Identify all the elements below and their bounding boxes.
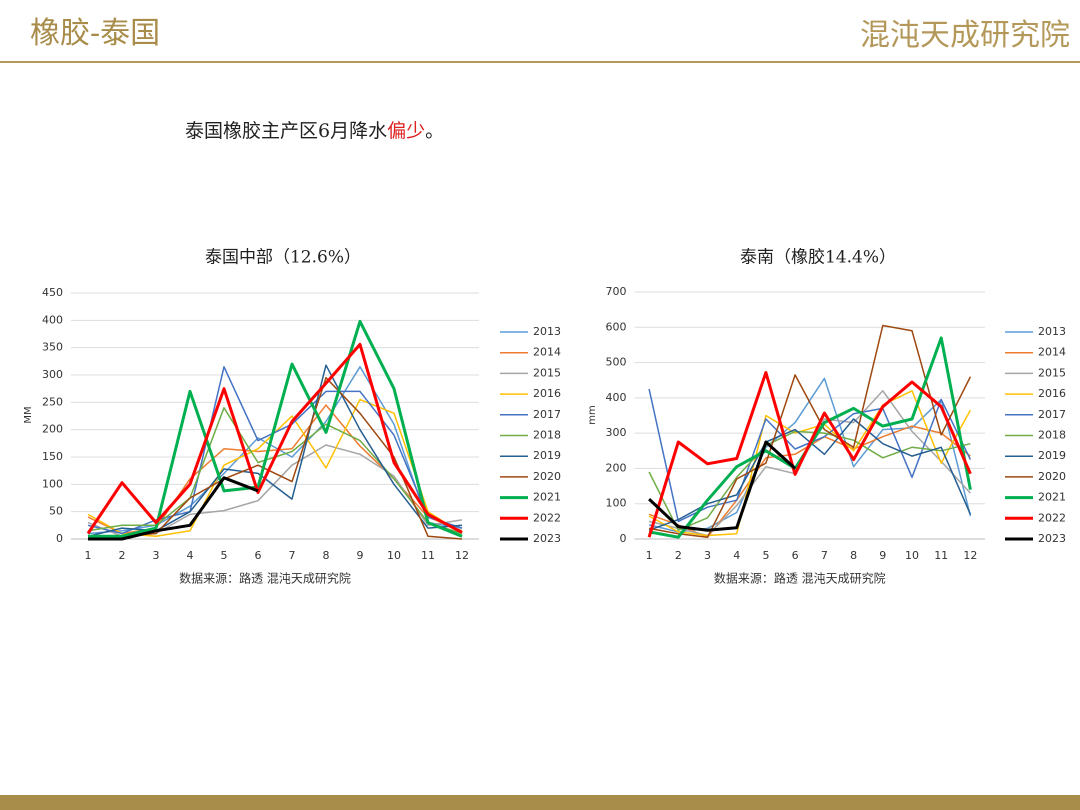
y-tick-label: 100 [606,497,627,510]
legend-label: 2013 [533,325,561,338]
source-note: 数据来源：路透 混沌天成研究院 [179,571,351,586]
y-tick-label: 500 [606,356,627,369]
legend-label: 2020 [533,470,561,483]
legend-label: 2017 [533,408,561,421]
chart-title: 泰南（橡胶14.4%） [740,248,896,268]
x-tick-label: 2 [675,549,682,562]
x-tick-label: 1 [646,549,653,562]
legend-label: 2022 [1038,511,1066,524]
legend-label: 2014 [533,346,561,359]
x-tick-label: 4 [733,549,740,562]
legend-label: 2019 [1038,449,1066,462]
x-tick-label: 8 [850,549,857,562]
x-tick-label: 10 [905,549,919,562]
legend-label: 2017 [1038,408,1066,421]
logo: 混沌天成研究院 [860,18,1070,53]
chart-title: 泰国中部（12.6%） [205,248,361,268]
x-tick-label: 10 [387,549,401,562]
series-line [87,366,463,535]
x-tick-label: 6 [792,549,799,562]
x-tick-label: 4 [187,549,194,562]
legend-label: 2023 [1038,532,1066,545]
y-tick-label: 700 [606,285,627,298]
x-tick-label: 12 [455,549,469,562]
x-tick-label: 12 [963,549,977,562]
series-line [88,319,463,538]
legend-label: 2020 [1038,470,1066,483]
y-tick-label: 350 [42,341,63,354]
x-tick-label: 8 [323,549,330,562]
series-line [648,430,971,531]
legend-label: 2021 [1038,491,1066,504]
y-tick-label: 400 [42,313,63,326]
x-tick-label: 3 [153,549,160,562]
legend-label: 2022 [533,511,561,524]
x-tick-label: 2 [119,549,126,562]
y-tick-label: 50 [49,505,63,518]
x-tick-label: 5 [221,549,228,562]
legend-label: 2021 [533,491,561,504]
y-tick-label: 400 [606,391,627,404]
y-tick-label: 0 [56,532,63,545]
y-tick-label: 200 [606,461,627,474]
x-tick-label: 11 [421,549,435,562]
x-tick-label: 7 [289,549,296,562]
series-line [88,476,259,541]
y-axis-label: MM [23,406,34,423]
legend-label: 2015 [1038,366,1066,379]
legend-label: 2013 [1038,325,1066,338]
y-tick-label: 600 [606,320,627,333]
y-tick-label: 250 [42,395,63,408]
subtitle: 泰国橡胶主产区6月降水偏少。 [185,120,444,142]
y-tick-label: 0 [620,532,627,545]
legend-label: 2014 [1038,346,1066,359]
x-tick-label: 7 [821,549,828,562]
legend-label: 2023 [533,532,561,545]
legend-label: 2018 [1038,429,1066,442]
x-tick-label: 9 [879,549,886,562]
legend-label: 2016 [1038,387,1066,400]
legend-label: 2015 [533,366,561,379]
y-tick-label: 300 [42,368,63,381]
x-tick-label: 1 [85,549,92,562]
subtitle-highlight: 偏少 [387,120,425,142]
series-line [648,324,972,538]
legend-label: 2016 [533,387,561,400]
subtitle-end: 。 [425,120,444,142]
series-line [647,371,972,538]
series-line [648,440,797,532]
source-note: 数据来源：路透 混沌天成研究院 [714,571,886,586]
x-tick-label: 11 [934,549,948,562]
x-tick-label: 9 [357,549,364,562]
legend-label: 2018 [533,429,561,442]
x-tick-label: 6 [255,549,262,562]
y-tick-label: 200 [42,423,63,436]
subtitle-text: 泰国橡胶主产区6月降水 [185,120,387,142]
legend-label: 2019 [533,449,561,462]
y-tick-label: 450 [42,286,63,299]
x-tick-label: 3 [704,549,711,562]
slide-title: 橡胶-泰国 [30,16,160,51]
footer-bar [0,795,1080,810]
y-tick-label: 150 [42,450,63,463]
series-line [87,366,463,535]
y-tick-label: 300 [606,426,627,439]
x-tick-label: 5 [762,549,769,562]
series-line [86,342,463,535]
y-tick-label: 100 [42,477,63,490]
y-axis-label: mm [587,405,598,424]
